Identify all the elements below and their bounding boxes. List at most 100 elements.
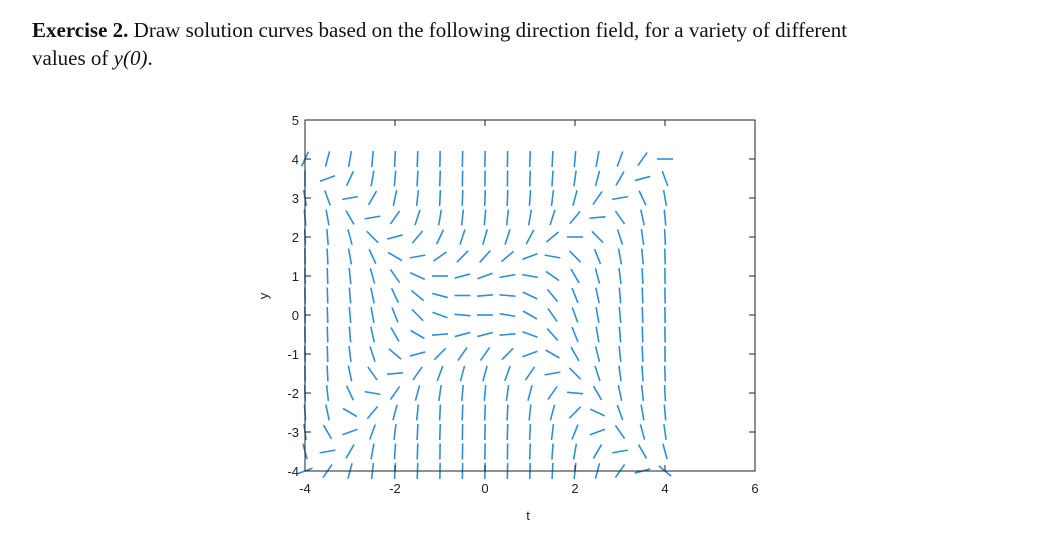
slope-segment (641, 345, 644, 363)
slope-segment (326, 287, 329, 304)
exercise-line: values of y(0). (32, 46, 153, 71)
slope-segment (571, 326, 579, 343)
slope-segment (662, 189, 668, 207)
slope-segment (367, 190, 378, 206)
slope-segment (326, 267, 329, 285)
slope-segment (572, 443, 578, 460)
slope-segment (436, 365, 444, 382)
slope-segment (477, 272, 493, 280)
slope-segment (386, 372, 404, 375)
slope-segment (663, 423, 667, 441)
exercise-text: values of (32, 46, 109, 70)
slope-segment (521, 273, 539, 279)
slope-segment (348, 345, 352, 363)
slope-segment (454, 313, 471, 317)
slope-segment (482, 365, 488, 382)
slope-segment (326, 326, 329, 343)
slope-segment (391, 307, 399, 323)
slope-segment (641, 306, 644, 324)
y-tick-label: 3 (292, 191, 299, 206)
slope-segment (479, 250, 491, 263)
slope-segment (546, 328, 559, 341)
slope-segment (483, 189, 487, 207)
slope-segment (432, 251, 448, 262)
slope-segment (592, 190, 603, 206)
slope-segment (616, 229, 624, 245)
slope-segment (528, 150, 532, 168)
slope-segment (438, 170, 442, 187)
x-tick-label: -4 (299, 481, 311, 496)
slope-segment (504, 229, 511, 245)
x-tick-label: 0 (481, 481, 488, 496)
slope-segment (482, 229, 488, 245)
slope-segment (522, 291, 538, 300)
slope-segment (347, 365, 353, 382)
x-tick-label: -2 (389, 481, 401, 496)
slope-segment (319, 175, 336, 182)
slope-segment (618, 326, 622, 343)
slope-segment (611, 449, 629, 454)
slope-segment (460, 209, 465, 226)
slope-segment (568, 406, 582, 419)
slope-segment (522, 350, 538, 358)
slope-segment (501, 347, 514, 361)
slope-segment (573, 150, 577, 168)
y-tick-label: 2 (292, 230, 299, 245)
slope-segment (345, 170, 355, 187)
slope-segment (640, 404, 645, 421)
slope-segment (410, 289, 425, 302)
slope-segment (411, 230, 424, 244)
slope-segment (370, 443, 375, 460)
slope-segment (641, 365, 644, 382)
slope-segment (415, 189, 420, 207)
slope-segment (524, 366, 536, 381)
slope-segment (393, 443, 397, 460)
exercise-text: Draw solution curves based on the follow… (133, 18, 848, 42)
slope-segment (545, 231, 560, 243)
slope-segment (389, 268, 401, 284)
slope-segment (342, 407, 358, 418)
slope-segment (527, 209, 533, 226)
slope-segment (568, 250, 582, 263)
slope-segment (566, 391, 584, 395)
slope-segment (589, 408, 606, 417)
slope-segment (594, 346, 601, 362)
slope-segment (348, 287, 352, 304)
x-tick-label: 2 (571, 481, 578, 496)
slope-segment (461, 189, 464, 207)
math: y(0) (113, 46, 148, 70)
slope-segment (595, 287, 600, 304)
slope-segment (545, 349, 560, 359)
slope-segment (461, 404, 464, 421)
slope-segment (433, 347, 447, 361)
slope-segment (546, 288, 559, 303)
slope-segment (369, 424, 376, 440)
slope-segment (415, 404, 420, 421)
slope-segment (506, 423, 509, 441)
slope-segment (345, 444, 355, 459)
slope-segment (499, 294, 516, 297)
slope-segment (435, 229, 445, 245)
slope-segment (570, 268, 580, 284)
slope-segment (499, 273, 516, 279)
y-tick-label: -3 (287, 425, 299, 440)
slope-segment (616, 151, 624, 167)
y-axis-label: y (256, 292, 271, 299)
slope-segment (637, 444, 648, 459)
slope-segment (663, 209, 667, 226)
slope-segment (437, 209, 443, 226)
slope-segment (617, 385, 623, 401)
slope-segment (618, 306, 622, 324)
slope-segment (416, 423, 419, 441)
y-tick-label: 1 (292, 269, 299, 284)
slope-segment (367, 366, 378, 381)
slope-segment (549, 209, 556, 226)
slope-segment (390, 327, 400, 342)
slope-segment (325, 384, 330, 402)
slope-segment (392, 404, 398, 421)
slope-segment (550, 189, 555, 207)
slope-segment (324, 190, 331, 206)
x-tick-label: 6 (751, 481, 758, 496)
